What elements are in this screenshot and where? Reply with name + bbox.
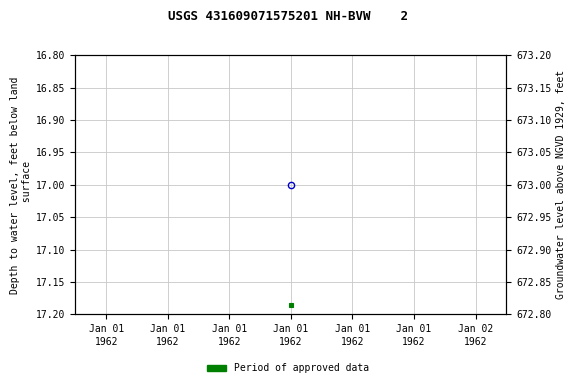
Legend: Period of approved data: Period of approved data	[203, 359, 373, 377]
Y-axis label: Groundwater level above NGVD 1929, feet: Groundwater level above NGVD 1929, feet	[555, 70, 566, 300]
Text: USGS 431609071575201 NH-BVW    2: USGS 431609071575201 NH-BVW 2	[168, 10, 408, 23]
Y-axis label: Depth to water level, feet below land
 surface: Depth to water level, feet below land su…	[10, 76, 32, 294]
